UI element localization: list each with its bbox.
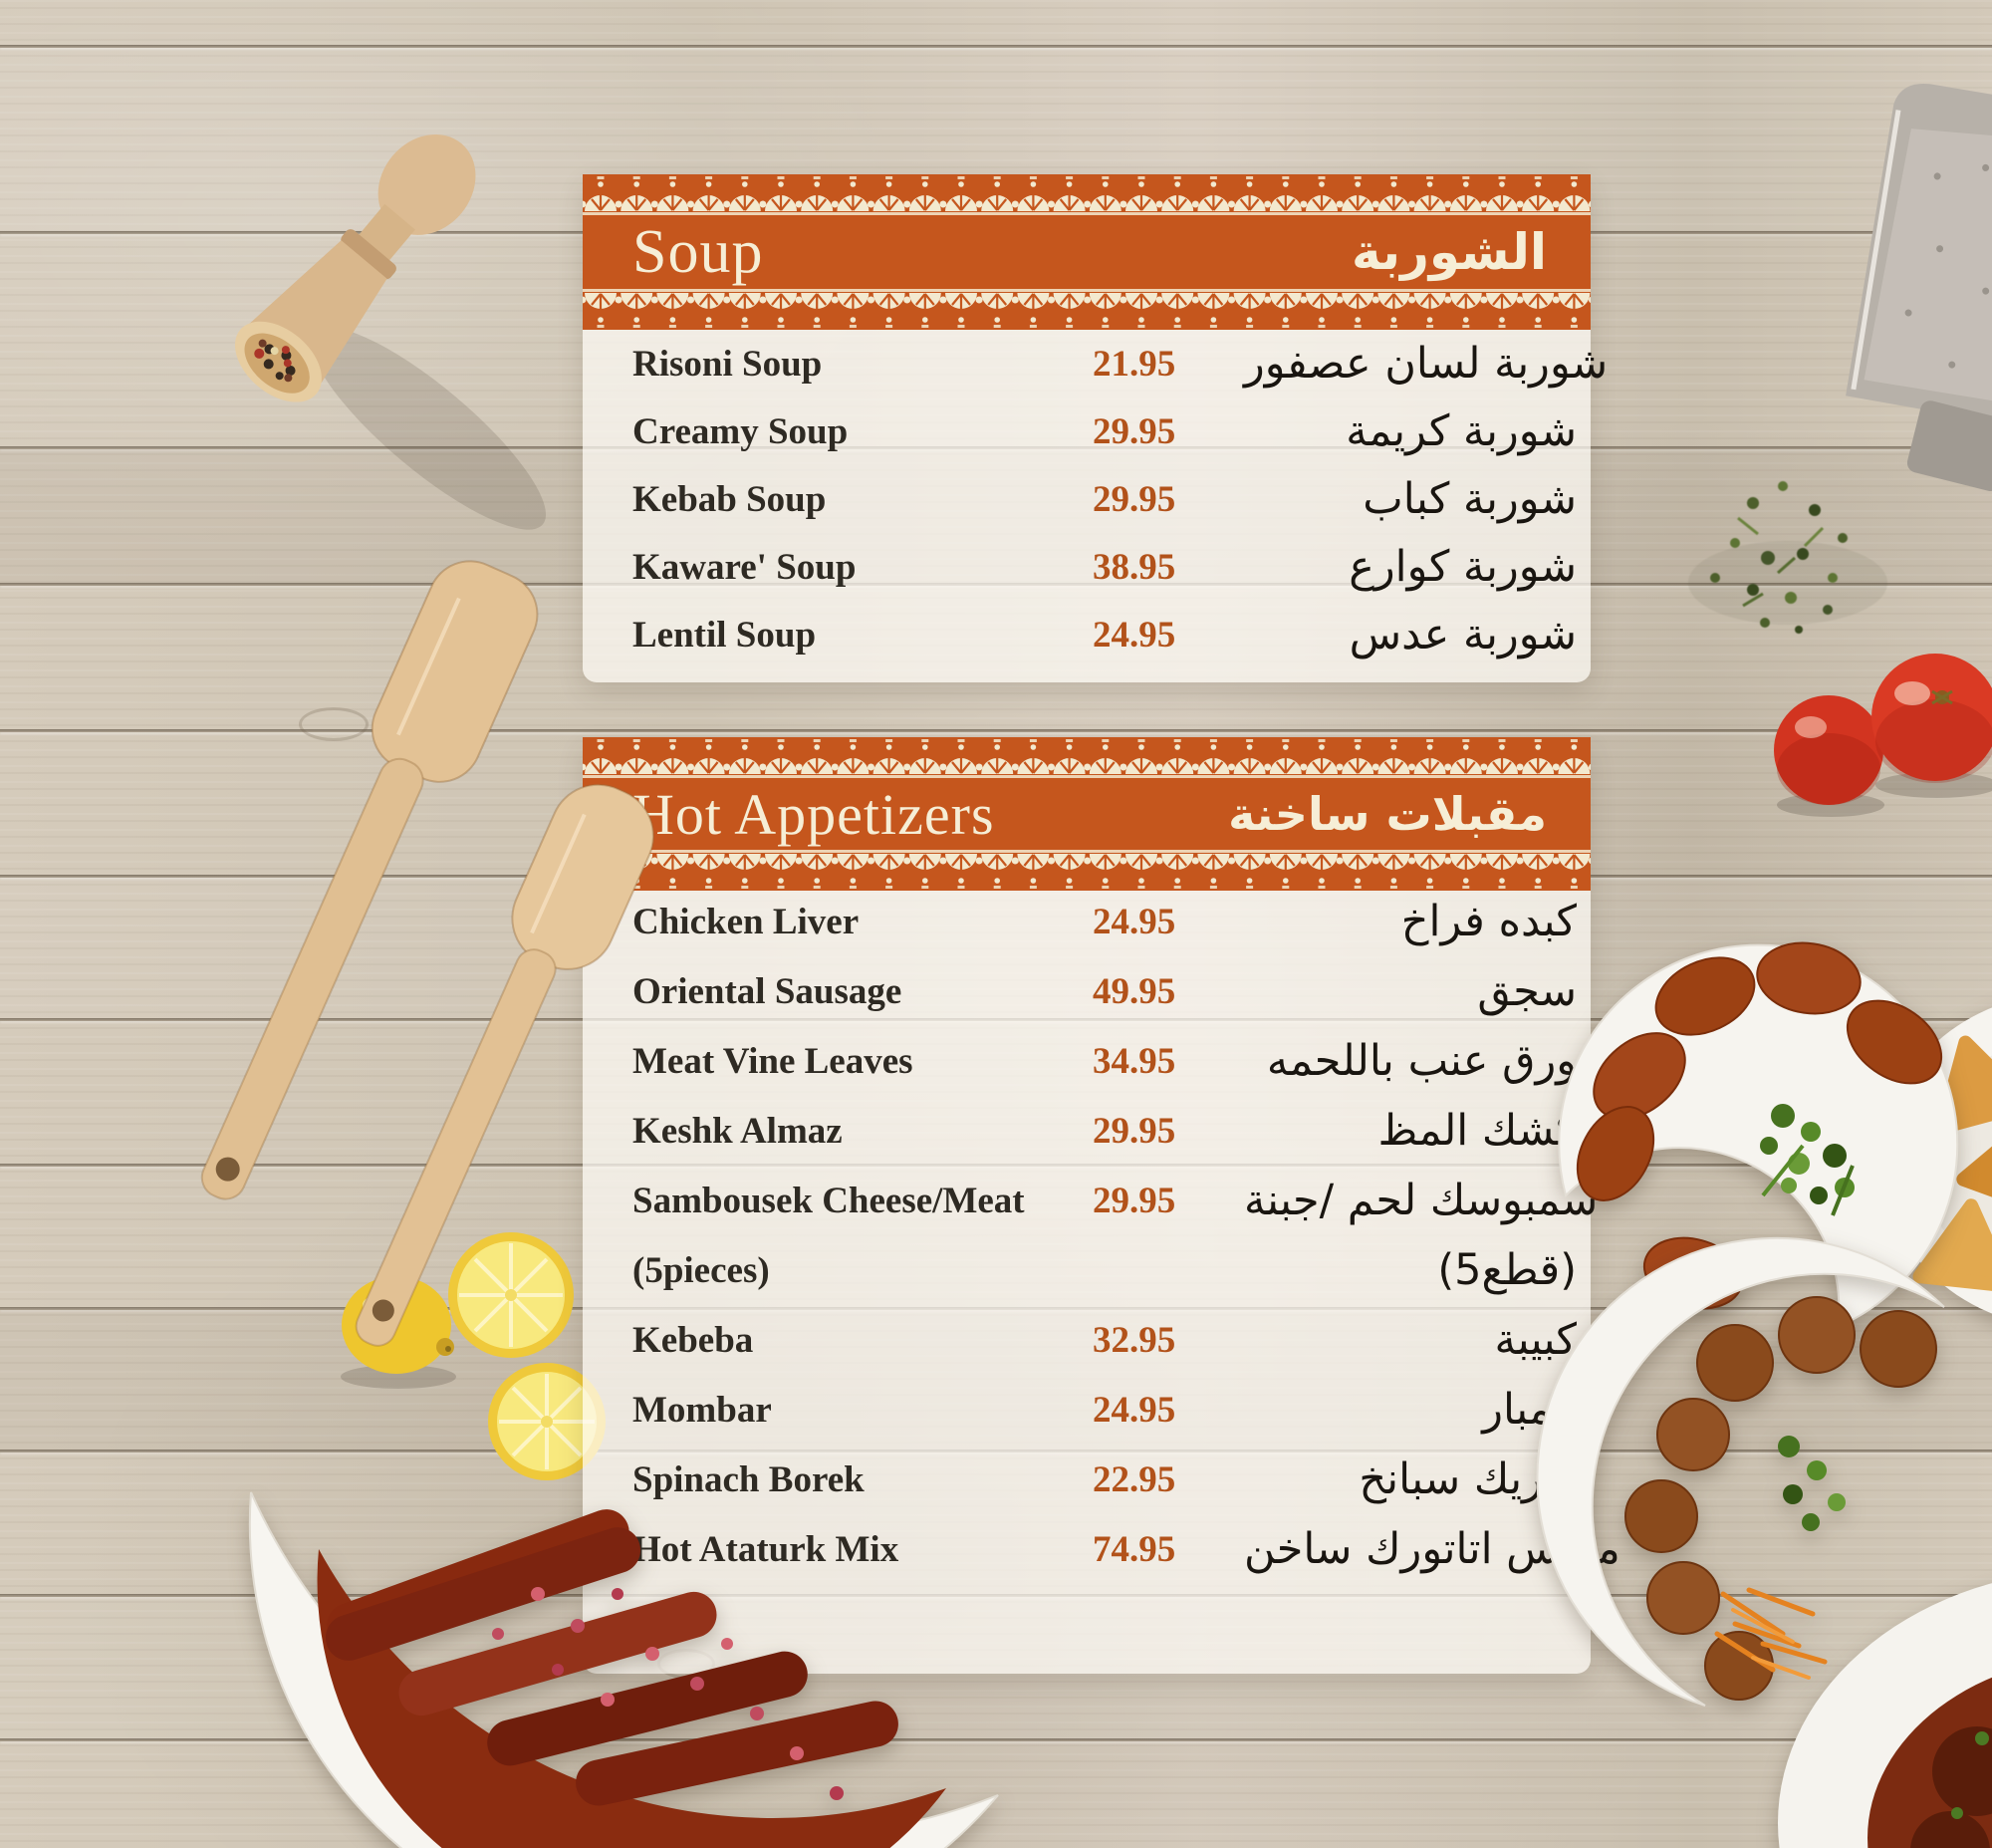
- item-name-ar: بوريك سبانخ: [1359, 1454, 1577, 1504]
- menu-item-row: Spinach Borek 22.95 بوريك سبانخ: [583, 1445, 1591, 1514]
- item-price: 32.95: [1093, 1319, 1176, 1361]
- item-price: 34.95: [1093, 1040, 1176, 1082]
- item-name-ar: ورق عنب باللحمه: [1266, 1036, 1577, 1086]
- item-name-en: Kebeba: [632, 1319, 754, 1361]
- section-title-en: Hot Appetizers: [632, 781, 995, 847]
- item-name-ar: كبيبة: [1494, 1315, 1577, 1365]
- item-name-en: Chicken Liver: [632, 901, 860, 942]
- soup-banner: Soup الشوربة: [583, 212, 1591, 292]
- item-name-en: Lentil Soup: [632, 614, 817, 656]
- item-price: 22.95: [1093, 1458, 1176, 1500]
- item-name-ar: شوربة لسان عصفور: [1244, 339, 1609, 389]
- item-price: 29.95: [1093, 1180, 1176, 1221]
- menu-item-row: Hot Ataturk Mix 74.95 ميكس اتاتورك ساخن: [583, 1514, 1620, 1584]
- soup-item-list: Risoni Soup 21.95 شوربة لسان عصفور Cream…: [583, 330, 1608, 668]
- item-name-en: Sambousek Cheese/Meat: [632, 1180, 1025, 1221]
- soup-section-header: Soup الشوربة: [583, 174, 1591, 330]
- lace-border-top-icon: [583, 737, 1591, 775]
- menu-item-row: Chicken Liver 24.95 كبده فراخ: [583, 887, 1591, 956]
- item-name-ar: شوربة كريمة: [1346, 406, 1577, 456]
- item-name-ar: ميكس اتاتورك ساخن: [1244, 1524, 1620, 1574]
- menu-section-soup: Soup الشوربة Risoni Soup 21.95 شوربة لسا…: [583, 174, 1608, 682]
- menu-item-row: Creamy Soup 29.95 شوربة كريمة: [583, 397, 1591, 465]
- menu-item-row-continuation: (5pieces) (5قطع): [583, 1235, 1591, 1305]
- menu-item-row: Meat Vine Leaves 34.95 ورق عنب باللحمه: [583, 1026, 1591, 1096]
- item-price: 49.95: [1093, 970, 1176, 1012]
- item-name-en: Keshk Almaz: [632, 1110, 843, 1152]
- wood-knot: [817, 1719, 882, 1751]
- item-price: 21.95: [1093, 343, 1176, 385]
- item-price: 24.95: [1093, 901, 1176, 942]
- item-name-en: Risoni Soup: [632, 343, 823, 385]
- lace-border-bottom-icon: [583, 292, 1591, 330]
- menu-item-row: Risoni Soup 21.95 شوربة لسان عصفور: [583, 330, 1608, 397]
- menu-item-row: Oriental Sausage 49.95 سجق: [583, 956, 1591, 1026]
- item-price: 74.95: [1093, 1528, 1176, 1570]
- item-name-en: Oriental Sausage: [632, 970, 902, 1012]
- lace-border-top-icon: [583, 174, 1591, 212]
- item-name-en: Hot Ataturk Mix: [632, 1528, 899, 1570]
- item-name-en: Creamy Soup: [632, 410, 849, 452]
- item-name-en: Meat Vine Leaves: [632, 1040, 913, 1082]
- item-name-en: Kaware' Soup: [632, 546, 857, 588]
- menu-item-row: Sambousek Cheese/Meat 29.95 سمبوسك لحم /…: [583, 1166, 1598, 1235]
- section-title-ar: مقبلات ساخنة: [1228, 787, 1547, 841]
- hot-appetizers-item-list: Chicken Liver 24.95 كبده فراخ Oriental S…: [583, 887, 1620, 1584]
- item-name-ar: سجق: [1477, 966, 1577, 1016]
- section-title-en: Soup: [632, 217, 764, 286]
- plank-seam: [0, 729, 1992, 732]
- section-title-ar: الشوربة: [1351, 223, 1547, 281]
- hot-appetizers-banner: Hot Appetizers مقبلات ساخنة: [583, 775, 1591, 853]
- item-price: 29.95: [1093, 1110, 1176, 1152]
- item-name-ar: شوربة عدس: [1349, 610, 1577, 660]
- menu-item-row: Keshk Almaz 29.95 كشك المظ: [583, 1096, 1591, 1166]
- item-price: 29.95: [1093, 478, 1176, 520]
- menu-item-row: Kebab Soup 29.95 شوربة كباب: [583, 465, 1591, 533]
- menu-section-hot-appetizers: Hot Appetizers مقبلات ساخنة Chicken Live…: [583, 737, 1620, 1674]
- item-name-ar: كبده فراخ: [1400, 897, 1577, 946]
- item-name-en: Kebab Soup: [632, 478, 827, 520]
- item-name-ar: سمبوسك لحم /جبنة: [1244, 1176, 1599, 1225]
- item-price: 29.95: [1093, 410, 1176, 452]
- wood-knot: [299, 707, 369, 741]
- item-price: 24.95: [1093, 1389, 1176, 1431]
- menu-item-row: Kaware' Soup 38.95 شوربة كوارع: [583, 533, 1591, 601]
- hot-appetizers-section-header: Hot Appetizers مقبلات ساخنة: [583, 737, 1591, 891]
- item-name-en: Spinach Borek: [632, 1458, 865, 1500]
- item-name-ar: كشك المظ: [1377, 1106, 1577, 1156]
- item-price: 24.95: [1093, 614, 1176, 656]
- menu-item-row: Mombar 24.95 ممبار: [583, 1375, 1591, 1445]
- menu-item-row: Kebeba 32.95 كبيبة: [583, 1305, 1591, 1375]
- item-name-en: (5pieces): [632, 1249, 770, 1291]
- item-name-en: Mombar: [632, 1389, 772, 1431]
- plank-seam: [0, 1738, 1992, 1741]
- lace-border-bottom-icon: [583, 853, 1591, 891]
- plank-seam: [0, 45, 1992, 48]
- item-name-ar: (5قطع): [1437, 1245, 1577, 1295]
- item-name-ar: شوربة كباب: [1363, 474, 1577, 524]
- menu-item-row: Lentil Soup 24.95 شوربة عدس: [583, 601, 1591, 668]
- item-name-ar: شوربة كوارع: [1349, 542, 1577, 592]
- item-price: 38.95: [1093, 546, 1176, 588]
- item-name-ar: ممبار: [1482, 1385, 1577, 1435]
